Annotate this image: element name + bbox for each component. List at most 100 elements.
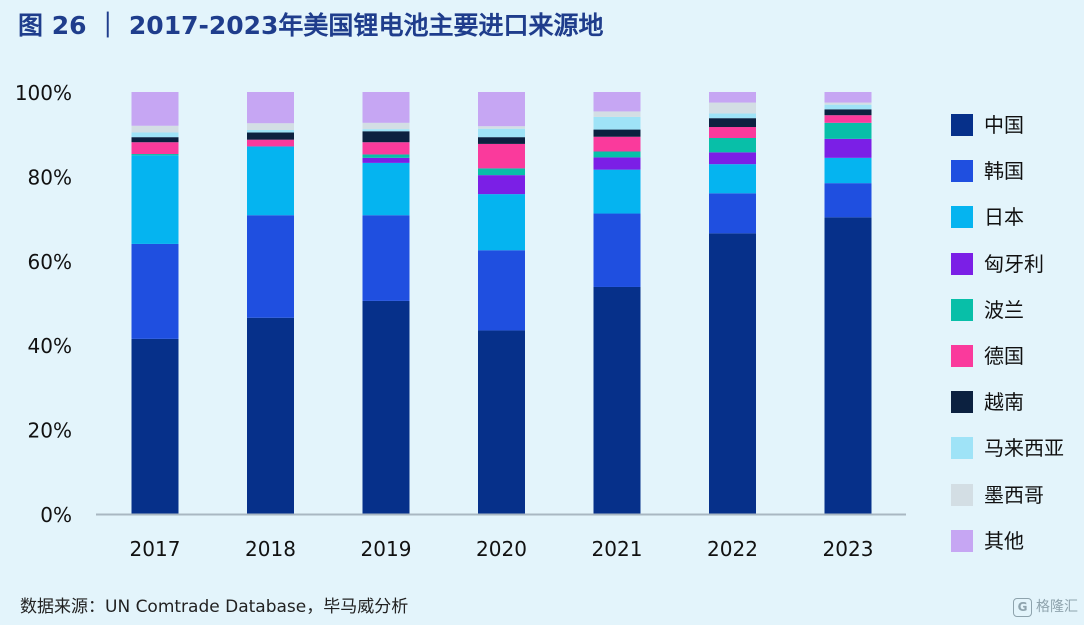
bar-segment [131, 137, 179, 143]
bar-segment [709, 164, 756, 194]
legend-label: 波兰 [984, 297, 1024, 322]
bar-segment [709, 233, 756, 514]
legend-label: 其他 [984, 528, 1024, 553]
bar-segment [362, 142, 410, 155]
bar-segment [247, 123, 294, 130]
chart-title: 图 26 ｜ 2017-2023年美国锂电池主要进口来源地 [18, 11, 604, 40]
bar-segment [131, 338, 179, 514]
x-tick-label: 2023 [823, 537, 874, 561]
bar-segment [593, 116, 641, 130]
bar-segment [131, 243, 179, 339]
watermark-text: 格隆汇 [1036, 599, 1078, 615]
bar-segment [593, 286, 641, 514]
bar-segment [247, 139, 294, 147]
y-tick-label: 40% [28, 334, 72, 358]
legend-swatch [951, 391, 973, 414]
bar-segment [247, 129, 294, 133]
bar-segment [131, 132, 179, 138]
bar-segment [478, 126, 525, 129]
bar-segment [593, 92, 641, 112]
bar-segment [247, 132, 294, 140]
bar-segment [593, 111, 641, 117]
bar-segment [593, 129, 641, 137]
bar-segment [247, 92, 294, 124]
legend-label: 韩国 [984, 159, 1024, 184]
bar-segment [247, 215, 294, 318]
legend-swatch [951, 345, 973, 367]
legend-label: 德国 [984, 344, 1024, 368]
bar-segment [247, 317, 294, 514]
bar-segment [478, 250, 525, 331]
bar-segment [131, 154, 179, 156]
legend-swatch [951, 206, 973, 229]
legend-label: 墨西哥 [984, 482, 1044, 507]
bar-segment [478, 330, 525, 514]
y-tick-label: 0% [40, 503, 72, 527]
bar-segment [593, 136, 641, 152]
bar-segment [824, 115, 872, 123]
legend-swatch [951, 298, 973, 321]
bar-segment [362, 131, 410, 143]
bar-segment [709, 127, 756, 138]
legend-swatch [951, 252, 973, 275]
bar-segment [824, 217, 872, 515]
bar-segment [593, 213, 641, 287]
bar-segment [824, 157, 872, 184]
bar-segment [593, 151, 641, 158]
bar-segment [824, 102, 872, 105]
bar-segment [362, 92, 410, 123]
bar-segment [131, 125, 179, 133]
x-tick-label: 2020 [476, 537, 527, 561]
y-tick-label: 80% [28, 165, 72, 189]
bar-segment [824, 92, 872, 103]
bar-segment [709, 152, 756, 165]
bar-segment [131, 142, 179, 155]
y-tick-label: 60% [28, 250, 72, 274]
bar-segment [478, 175, 525, 195]
legend-swatch [951, 483, 973, 506]
bar-segment [709, 102, 756, 114]
bar-segment [362, 300, 410, 514]
legend-label: 越南 [984, 390, 1024, 415]
x-tick-label: 2022 [707, 537, 758, 561]
bar-segment [478, 194, 525, 251]
legend-label: 日本 [984, 205, 1024, 230]
bar-segment [131, 155, 179, 244]
bar-segment [709, 113, 756, 119]
legend-swatch [951, 437, 973, 460]
bar-segment [824, 104, 872, 110]
x-tick-label: 2019 [361, 537, 412, 561]
bar-segment [362, 154, 410, 158]
x-tick-label: 2021 [592, 537, 643, 561]
bar-segment [709, 193, 756, 234]
bar-segment [362, 162, 410, 216]
bar-segment [709, 137, 756, 153]
bar-segment [478, 168, 525, 176]
bar-segment [362, 122, 410, 130]
legend-swatch [951, 114, 973, 136]
bar-segment [593, 169, 641, 214]
bar-segment [709, 92, 756, 103]
legend-swatch [951, 160, 973, 183]
watermark-logo-icon: G [1013, 597, 1032, 617]
bar-segment [362, 215, 410, 301]
legend-label: 匈牙利 [984, 251, 1044, 276]
y-tick-label: 20% [28, 419, 72, 443]
bar-segment [362, 129, 410, 132]
bar-segment [478, 137, 525, 144]
legend-swatch [951, 529, 973, 552]
bar-segment [824, 138, 872, 158]
bar-segment [593, 157, 641, 170]
x-tick-label: 2017 [130, 537, 181, 561]
bar-segment [131, 92, 179, 126]
x-tick-label: 2018 [245, 537, 296, 561]
legend-label: 中国 [984, 113, 1024, 137]
bar-segment [478, 128, 525, 138]
bar-segment [247, 146, 294, 216]
y-tick-label: 100% [15, 81, 72, 105]
source-note: 数据来源：UN Comtrade Database，毕马威分析 [20, 597, 409, 617]
bar-segment [824, 183, 872, 218]
bar-segment [709, 118, 756, 128]
bar-segment [362, 157, 410, 163]
